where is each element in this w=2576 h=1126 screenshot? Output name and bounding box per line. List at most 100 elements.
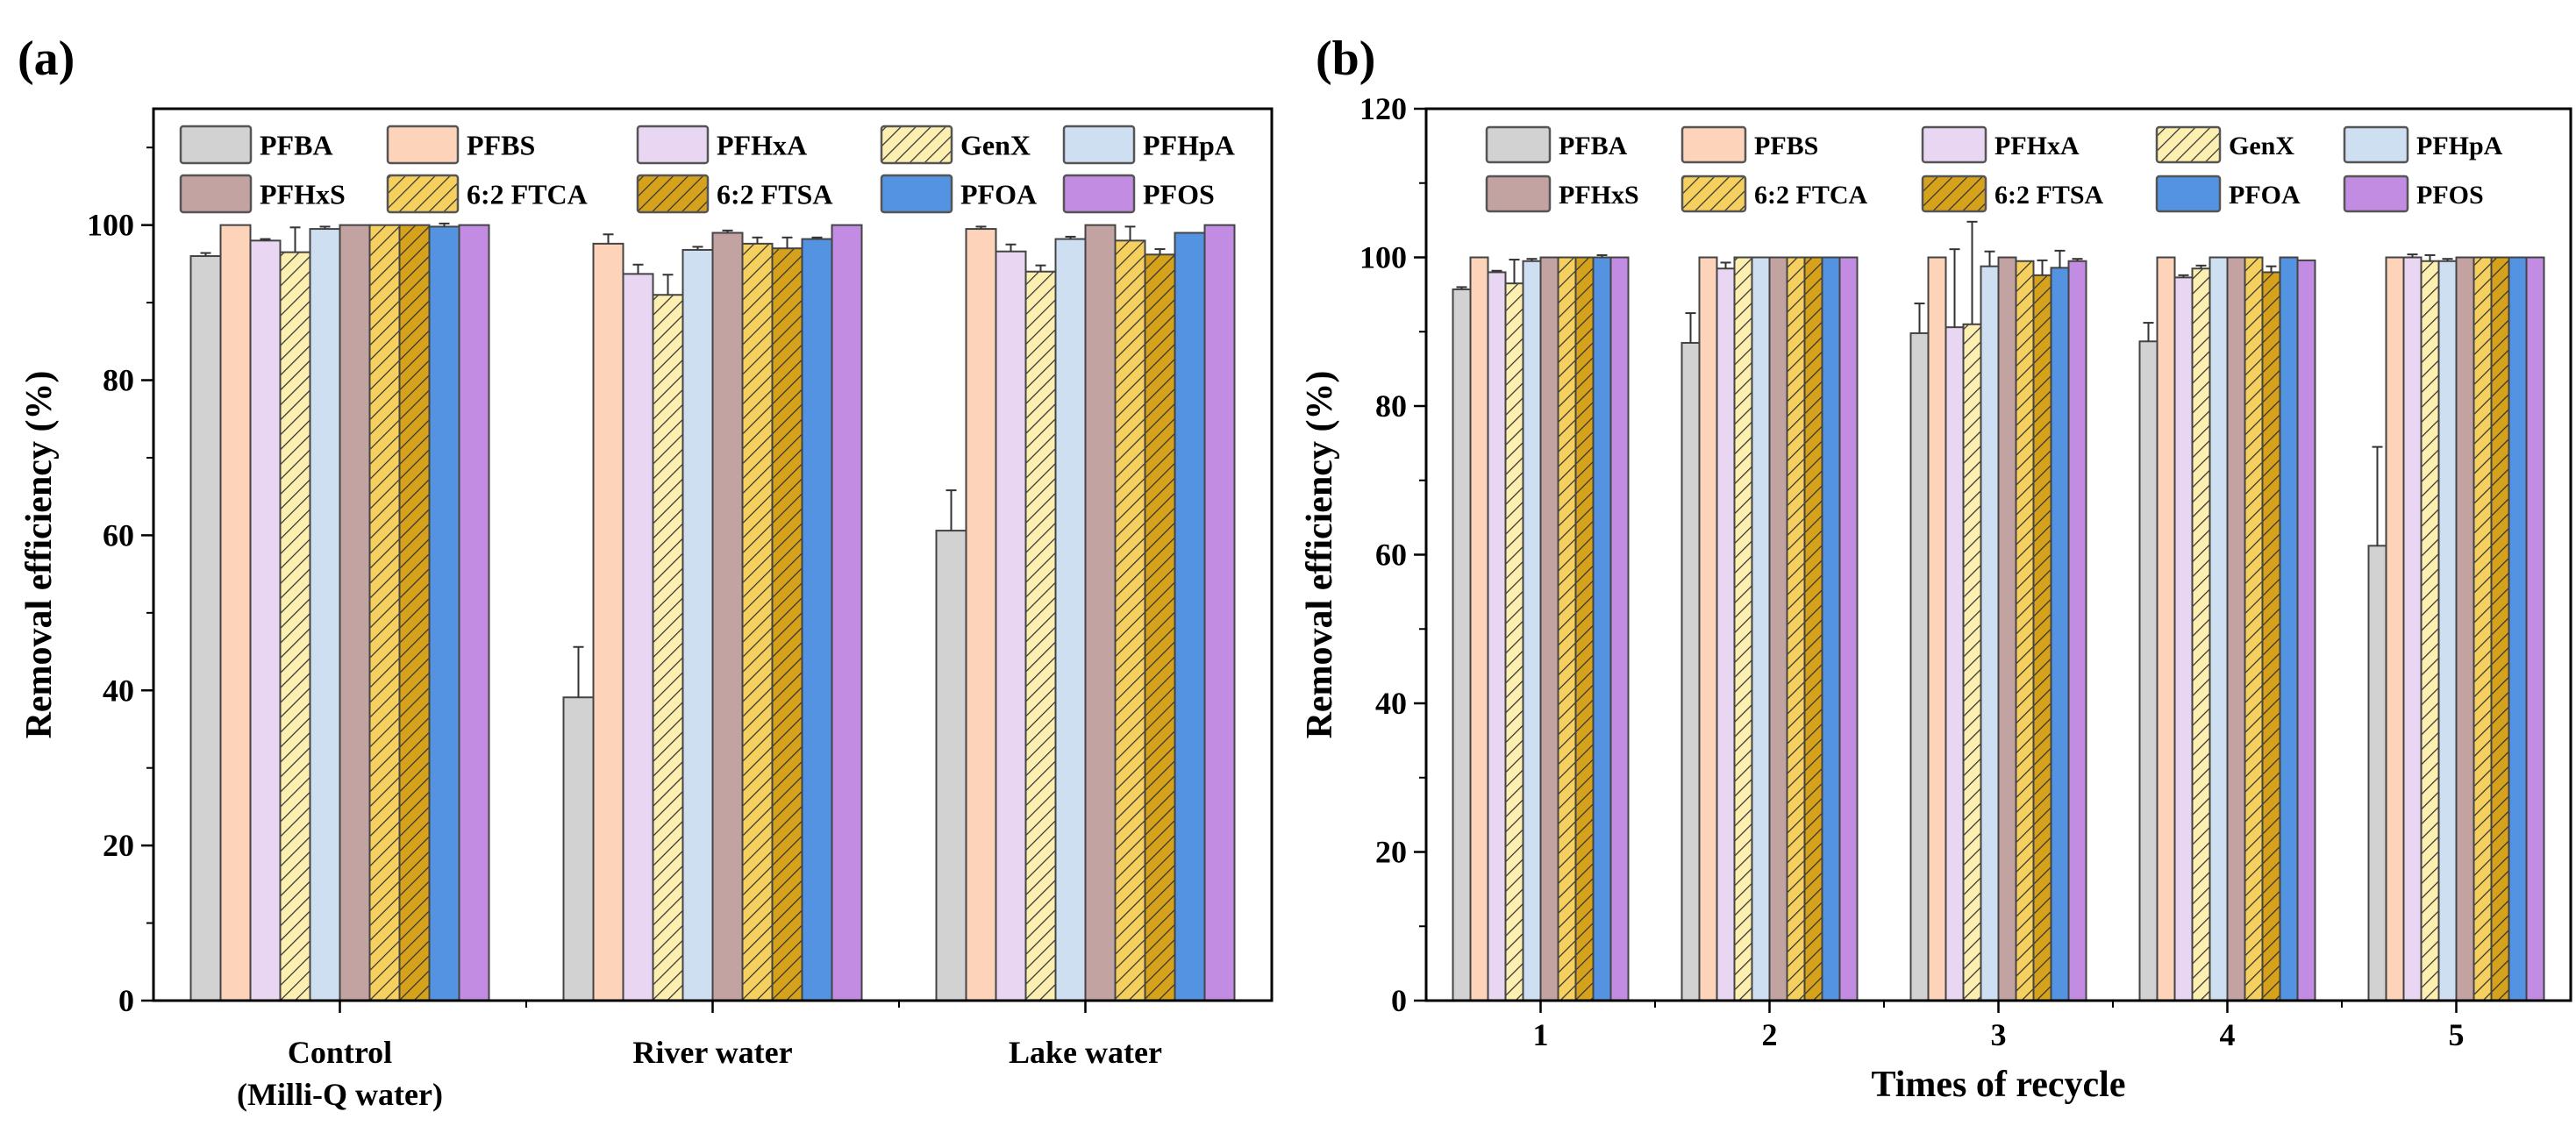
- legend-label: PFBA: [1559, 132, 1628, 160]
- plot-frame: [1424, 107, 2572, 1002]
- bar-pfhpa: [309, 228, 341, 1001]
- legend-label: 6:2 FTSA: [717, 179, 832, 210]
- legend-label: PFHpA: [2416, 132, 2503, 160]
- bar-6-2-ftsa: [2490, 256, 2510, 1001]
- x-tick-label: Lake water: [1009, 1035, 1162, 1070]
- legend-label: PFOA: [2229, 181, 2301, 210]
- bar-pfbs: [592, 242, 624, 1001]
- bar-pfhpa: [2209, 256, 2229, 1001]
- bar-6-2-ftsa: [1144, 253, 1176, 1001]
- legend-label: GenX: [960, 130, 1031, 161]
- bar-pfoa: [801, 238, 833, 1001]
- y-tick-label: 40: [103, 673, 134, 708]
- bar-pfhpa: [1522, 260, 1542, 1001]
- panel-b-chart: (b) Removal efficiency (%) Times of recycl…: [1300, 32, 2572, 1105]
- bar-6-2-ftca: [1786, 256, 1806, 1001]
- bar-pfhxa: [995, 250, 1027, 1002]
- legend-swatch: [1485, 125, 1552, 164]
- bar-pfhpa: [1980, 265, 2000, 1002]
- legend-swatch: [2155, 125, 2222, 164]
- x-tick-label: 3: [1991, 1017, 2007, 1052]
- legend-label: PFHxA: [717, 130, 807, 161]
- bar-6-2-ftsa: [2261, 271, 2281, 1001]
- legend-label: PFBS: [1754, 132, 1818, 160]
- legend-swatch: [2343, 175, 2409, 213]
- bar-pfoa: [2050, 267, 2070, 1001]
- legend: PFBA PFBS PFHxA GenX PFHpA PFHxS 6:2 FTCA 6:2 F…: [179, 125, 1235, 214]
- bar-pfos: [2067, 260, 2087, 1001]
- y-tick-label: 20: [103, 828, 134, 863]
- bar-pfhxa: [1944, 326, 1965, 1002]
- y-tick-label: 120: [1359, 91, 1407, 126]
- bar-pfba: [1680, 341, 1701, 1001]
- bar-pfbs: [965, 228, 997, 1001]
- legend-swatch: [386, 125, 460, 165]
- bar-pfhxa: [622, 273, 654, 1001]
- y-tick-label: 60: [103, 517, 134, 552]
- legend-swatch: [1680, 125, 1747, 164]
- legend-label: PFBA: [260, 130, 333, 161]
- bar-pfos: [458, 224, 490, 1001]
- legend-swatch: [1062, 174, 1136, 214]
- bar-pfhxa: [2173, 276, 2194, 1001]
- bar-pfos: [831, 224, 863, 1001]
- bar-pfhxs: [339, 224, 371, 1001]
- y-tick-label: 0: [1391, 983, 1407, 1018]
- bar-6-2-ftca: [2473, 256, 2493, 1001]
- plot-frame: [152, 107, 1274, 1002]
- legend-swatch: [2155, 175, 2222, 213]
- bar-pfhxs: [1084, 224, 1117, 1001]
- legend-label: 6:2 FTCA: [467, 179, 588, 210]
- legend-swatch: [1485, 175, 1552, 213]
- bar-pfhpa: [1054, 238, 1087, 1001]
- bar-pfba: [935, 530, 967, 1001]
- bar-pfba: [1909, 331, 1930, 1001]
- x-axis-label: Times of recycle: [1871, 1065, 2125, 1105]
- legend-label: PFHxS: [260, 179, 346, 210]
- bar-pfba: [1452, 288, 1472, 1001]
- bar-pfhxs: [1768, 256, 1788, 1001]
- bar-genx: [1024, 270, 1057, 1001]
- bar-pfoa: [1592, 256, 1612, 1001]
- y-axis-label: Removal efficiency (%): [1300, 371, 1340, 739]
- x-tick-label: 1: [1533, 1017, 1549, 1052]
- legend-label: PFOS: [1143, 179, 1215, 210]
- legend-label: 6:2 FTCA: [1754, 181, 1867, 210]
- bar-pfhxs: [1997, 256, 2017, 1001]
- bar-6-2-ftsa: [1574, 256, 1595, 1001]
- legend-swatch: [880, 174, 953, 214]
- legend-label: PFOS: [2416, 181, 2484, 210]
- legend-label: GenX: [2229, 132, 2294, 160]
- y-tick-label: 100: [1359, 240, 1407, 275]
- x-tick-sublabel: (Milli-Q water): [237, 1077, 443, 1112]
- legend-swatch: [179, 174, 253, 214]
- bar-6-2-ftca: [741, 242, 774, 1001]
- legend: PFBA PFBS PFHxA GenX PFHpA PFHxS 6:2 FTCA 6:2 F…: [1485, 125, 2503, 213]
- bar-6-2-ftca: [1557, 256, 1577, 1001]
- bar-pfoa: [1174, 232, 1206, 1001]
- y-tick-label: 80: [103, 363, 134, 398]
- bar-pfbs: [1698, 256, 1718, 1001]
- bar-pfba: [2138, 340, 2159, 1001]
- bar-pfos: [2525, 256, 2545, 1001]
- legend-label: PFHxA: [1994, 132, 2080, 160]
- bar-pfba: [562, 696, 595, 1001]
- bar-pfhpa: [1751, 256, 1771, 1001]
- bar-pfbs: [219, 224, 252, 1001]
- bar-pfbs: [2385, 256, 2405, 1001]
- bar-pfhxa: [1487, 271, 1507, 1001]
- legend-swatch: [1680, 175, 1747, 213]
- panel-a-chart: (a) Removal efficiency (%) Control (Milli-Q…: [18, 32, 1274, 1112]
- bar-genx: [2191, 267, 2211, 1001]
- bar-pfhxs: [2455, 256, 2475, 1001]
- bar-pfoa: [1821, 256, 1841, 1001]
- bar-pfoa: [2279, 256, 2299, 1001]
- legend-swatch: [179, 125, 253, 165]
- bar-6-2-ftca: [368, 224, 401, 1001]
- legend-swatch: [636, 125, 710, 165]
- y-tick-label: 40: [1375, 686, 1407, 721]
- bar-pfbs: [1927, 256, 1947, 1001]
- bar-6-2-ftca: [1114, 239, 1146, 1002]
- panel-label: (a): [18, 32, 75, 86]
